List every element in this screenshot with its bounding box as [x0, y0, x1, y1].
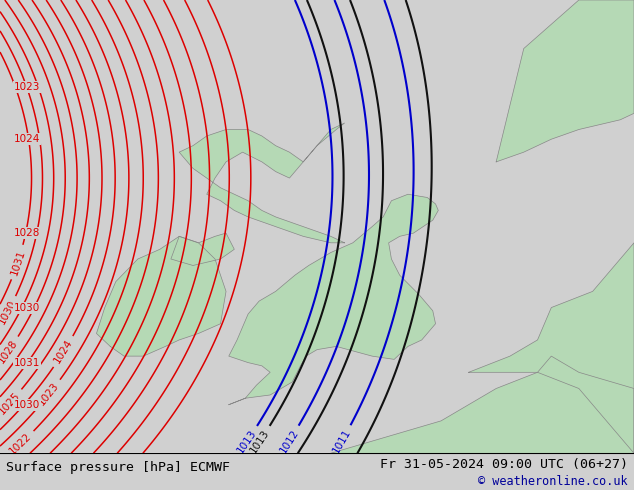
Text: 1012: 1012: [278, 427, 301, 455]
Text: © weatheronline.co.uk: © weatheronline.co.uk: [478, 475, 628, 489]
Text: Surface pressure [hPa] ECMWF: Surface pressure [hPa] ECMWF: [6, 461, 230, 474]
Text: 1030: 1030: [14, 302, 40, 313]
Text: Fr 31-05-2024 09:00 UTC (06+27): Fr 31-05-2024 09:00 UTC (06+27): [380, 458, 628, 471]
Text: 1031: 1031: [9, 248, 27, 276]
Polygon shape: [469, 243, 634, 453]
Text: 1023: 1023: [14, 82, 40, 93]
Text: 1022: 1022: [8, 431, 34, 457]
Text: 1024: 1024: [53, 338, 75, 366]
Text: 1025: 1025: [0, 390, 22, 416]
Text: 1011: 1011: [331, 427, 353, 455]
Text: 1028: 1028: [14, 228, 40, 238]
Text: 1030: 1030: [14, 400, 40, 410]
Polygon shape: [179, 123, 344, 243]
Text: 1013: 1013: [235, 427, 259, 455]
Text: 1030: 1030: [0, 298, 18, 326]
Polygon shape: [229, 194, 438, 405]
Polygon shape: [171, 233, 235, 266]
Polygon shape: [96, 236, 226, 356]
Text: 1028: 1028: [0, 338, 20, 366]
Text: 1031: 1031: [14, 358, 40, 368]
Text: 1024: 1024: [14, 134, 40, 144]
Text: 1013: 1013: [249, 427, 271, 455]
Polygon shape: [496, 0, 634, 162]
Polygon shape: [331, 356, 634, 453]
Text: 1023: 1023: [37, 381, 61, 408]
